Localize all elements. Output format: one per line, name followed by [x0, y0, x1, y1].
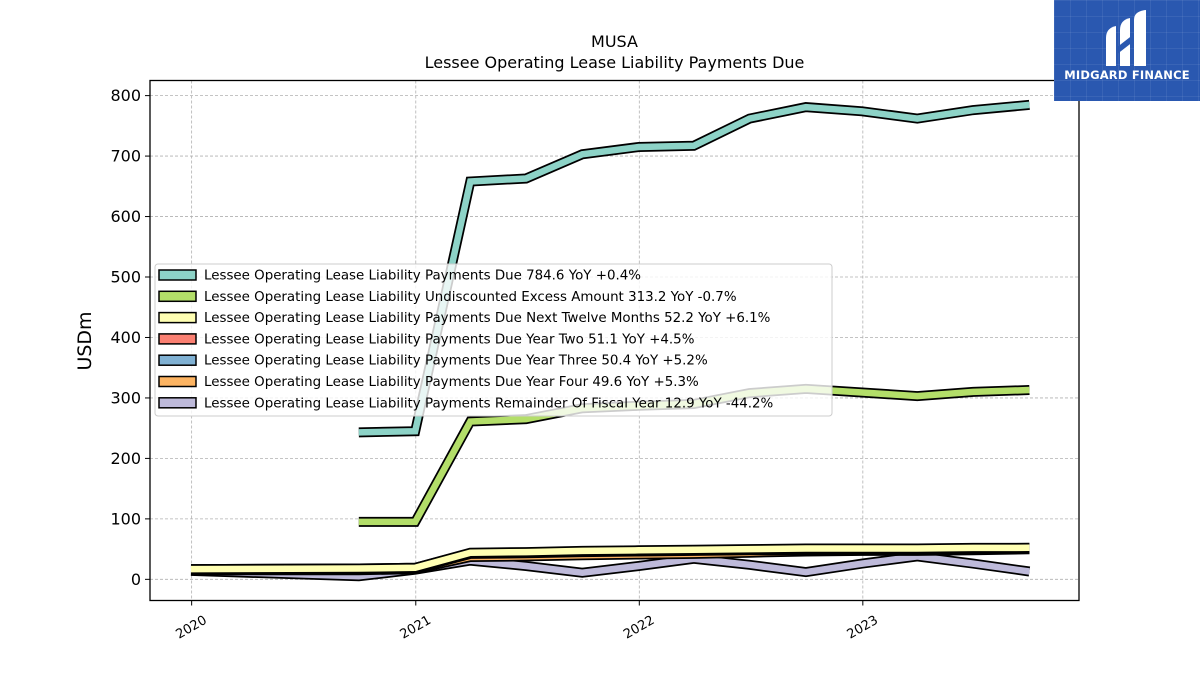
series-lines [190, 99, 1031, 582]
legend-label: Lessee Operating Lease Liability Payment… [204, 396, 773, 411]
legend-label: Lessee Operating Lease Liability Payment… [204, 354, 708, 369]
chart-subtitle: Lessee Operating Lease Liability Payment… [425, 53, 805, 72]
plot-frame [149, 79, 1080, 602]
y-tick-label: 500 [110, 268, 141, 287]
series-line [190, 542, 1030, 575]
legend-label: Lessee Operating Lease Liability Payment… [204, 311, 770, 326]
legend-label: Lessee Operating Lease Liability Payment… [204, 375, 699, 390]
legend-box [154, 263, 833, 417]
x-tick-label: 2020 [173, 613, 209, 643]
midgard-finance-logo: MIDGARD FINANCE [1054, 0, 1200, 101]
chart-title: MUSA [591, 32, 638, 51]
y-axis: 0 100 200 300 400 500 600 700 800 [110, 86, 150, 589]
y-tick-label: 800 [110, 86, 141, 105]
legend-swatch [158, 375, 197, 388]
legend-swatch [158, 354, 197, 366]
legend-label: Lessee Operating Lease Liability Undisco… [204, 290, 737, 305]
y-tick-label: 600 [110, 207, 141, 226]
legend-swatch [158, 311, 197, 324]
y-tick-label: 400 [110, 328, 141, 347]
y-tick-label: 700 [110, 147, 141, 166]
legend-swatch [158, 269, 197, 281]
y-tick-label: 100 [110, 509, 141, 528]
legend-label: Lessee Operating Lease Liability Payment… [204, 332, 694, 347]
series-line [358, 99, 1030, 438]
logo-text: MIDGARD FINANCE [1064, 68, 1190, 82]
m-monogram-icon [1106, 10, 1146, 66]
legend-label: Lessee Operating Lease Liability Payment… [204, 269, 641, 284]
series-line-stroke [190, 544, 1030, 573]
legend: Lessee Operating Lease Liability Payment… [154, 263, 833, 417]
legend-swatch [158, 397, 197, 409]
x-tick-label: 2023 [845, 613, 881, 643]
y-tick-label: 200 [110, 449, 141, 468]
y-tick-label: 0 [131, 570, 141, 589]
x-tick-label: 2022 [621, 613, 657, 643]
x-tick-label: 2021 [398, 613, 434, 643]
legend-swatch [158, 290, 197, 303]
x-axis: 2020 2021 2022 2023 [173, 600, 881, 643]
series-line-stroke [358, 101, 1030, 436]
legend-swatch [158, 333, 197, 345]
y-tick-label: 300 [110, 388, 141, 407]
y-axis-label: USDm [74, 311, 96, 370]
